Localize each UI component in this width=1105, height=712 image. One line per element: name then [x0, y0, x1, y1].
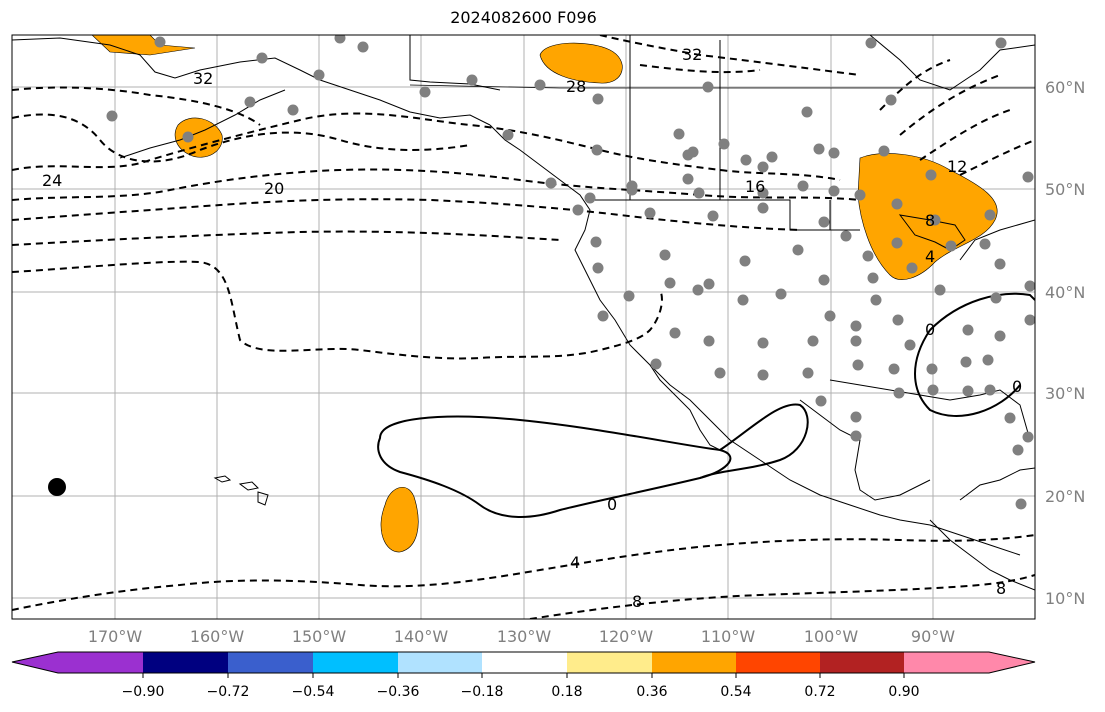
svg-text:0.36: 0.36 — [636, 684, 667, 700]
longitude-labels: 170°W 160°W 150°W 140°W 130°W 120°W 110°… — [88, 627, 955, 646]
svg-text:30°N: 30°N — [1045, 384, 1085, 403]
svg-text:−0.18: −0.18 — [461, 684, 504, 700]
dashed-contours — [12, 35, 1035, 619]
svg-text:−0.36: −0.36 — [377, 684, 420, 700]
colorbar — [11, 651, 1036, 674]
svg-text:0: 0 — [607, 495, 617, 514]
svg-text:0.54: 0.54 — [720, 684, 751, 700]
zero-contours — [377, 292, 1035, 518]
svg-text:100°W: 100°W — [804, 627, 859, 646]
svg-text:−0.90: −0.90 — [122, 684, 165, 700]
svg-text:50°N: 50°N — [1045, 180, 1085, 199]
svg-text:4: 4 — [570, 553, 580, 572]
svg-text:32: 32 — [682, 45, 702, 64]
svg-text:0: 0 — [1012, 377, 1022, 396]
svg-text:130°W: 130°W — [497, 627, 552, 646]
colorbar-tick-labels: −0.90 −0.72 −0.54 −0.36 −0.18 0.18 0.36 … — [122, 684, 920, 700]
svg-text:32: 32 — [193, 69, 213, 88]
svg-text:24: 24 — [42, 171, 62, 190]
svg-text:60°N: 60°N — [1045, 78, 1085, 97]
svg-text:−0.54: −0.54 — [292, 684, 335, 700]
svg-text:16: 16 — [745, 177, 765, 196]
svg-text:0.18: 0.18 — [551, 684, 582, 700]
svg-text:120°W: 120°W — [599, 627, 654, 646]
svg-text:160°W: 160°W — [190, 627, 245, 646]
svg-text:170°W: 170°W — [88, 627, 143, 646]
svg-text:28: 28 — [566, 77, 586, 96]
single-station-marker — [48, 478, 66, 496]
svg-text:140°W: 140°W — [394, 627, 449, 646]
graticule — [12, 35, 1035, 619]
svg-text:90°W: 90°W — [911, 627, 955, 646]
svg-text:20°N: 20°N — [1045, 487, 1085, 506]
svg-text:12: 12 — [947, 157, 967, 176]
contour-labels: 32 32 28 24 20 16 12 8 4 0 0 0 4 8 8 — [42, 45, 1022, 611]
svg-text:8: 8 — [996, 579, 1006, 598]
station-markers — [106, 35, 1035, 510]
map-border — [11, 34, 1036, 620]
map-title: 2024082600 F096 — [450, 8, 597, 27]
svg-text:0.72: 0.72 — [804, 684, 835, 700]
colorbar-extend-low — [12, 652, 58, 673]
svg-text:110°W: 110°W — [701, 627, 756, 646]
svg-text:0.90: 0.90 — [888, 684, 919, 700]
coastlines — [12, 35, 1035, 591]
svg-text:10°N: 10°N — [1045, 589, 1085, 608]
svg-text:40°N: 40°N — [1045, 283, 1085, 302]
svg-text:4: 4 — [925, 247, 935, 266]
svg-text:8: 8 — [925, 211, 935, 230]
svg-text:0: 0 — [925, 320, 935, 339]
colorbar-ticks — [142, 673, 905, 678]
svg-text:20: 20 — [264, 179, 284, 198]
svg-text:8: 8 — [632, 592, 642, 611]
shaded-regions — [91, 35, 998, 553]
svg-text:150°W: 150°W — [292, 627, 347, 646]
svg-text:−0.72: −0.72 — [207, 684, 250, 700]
colorbar-extend-high — [989, 652, 1035, 673]
latitude-labels: 60°N 50°N 40°N 30°N 20°N 10°N — [1045, 78, 1085, 608]
